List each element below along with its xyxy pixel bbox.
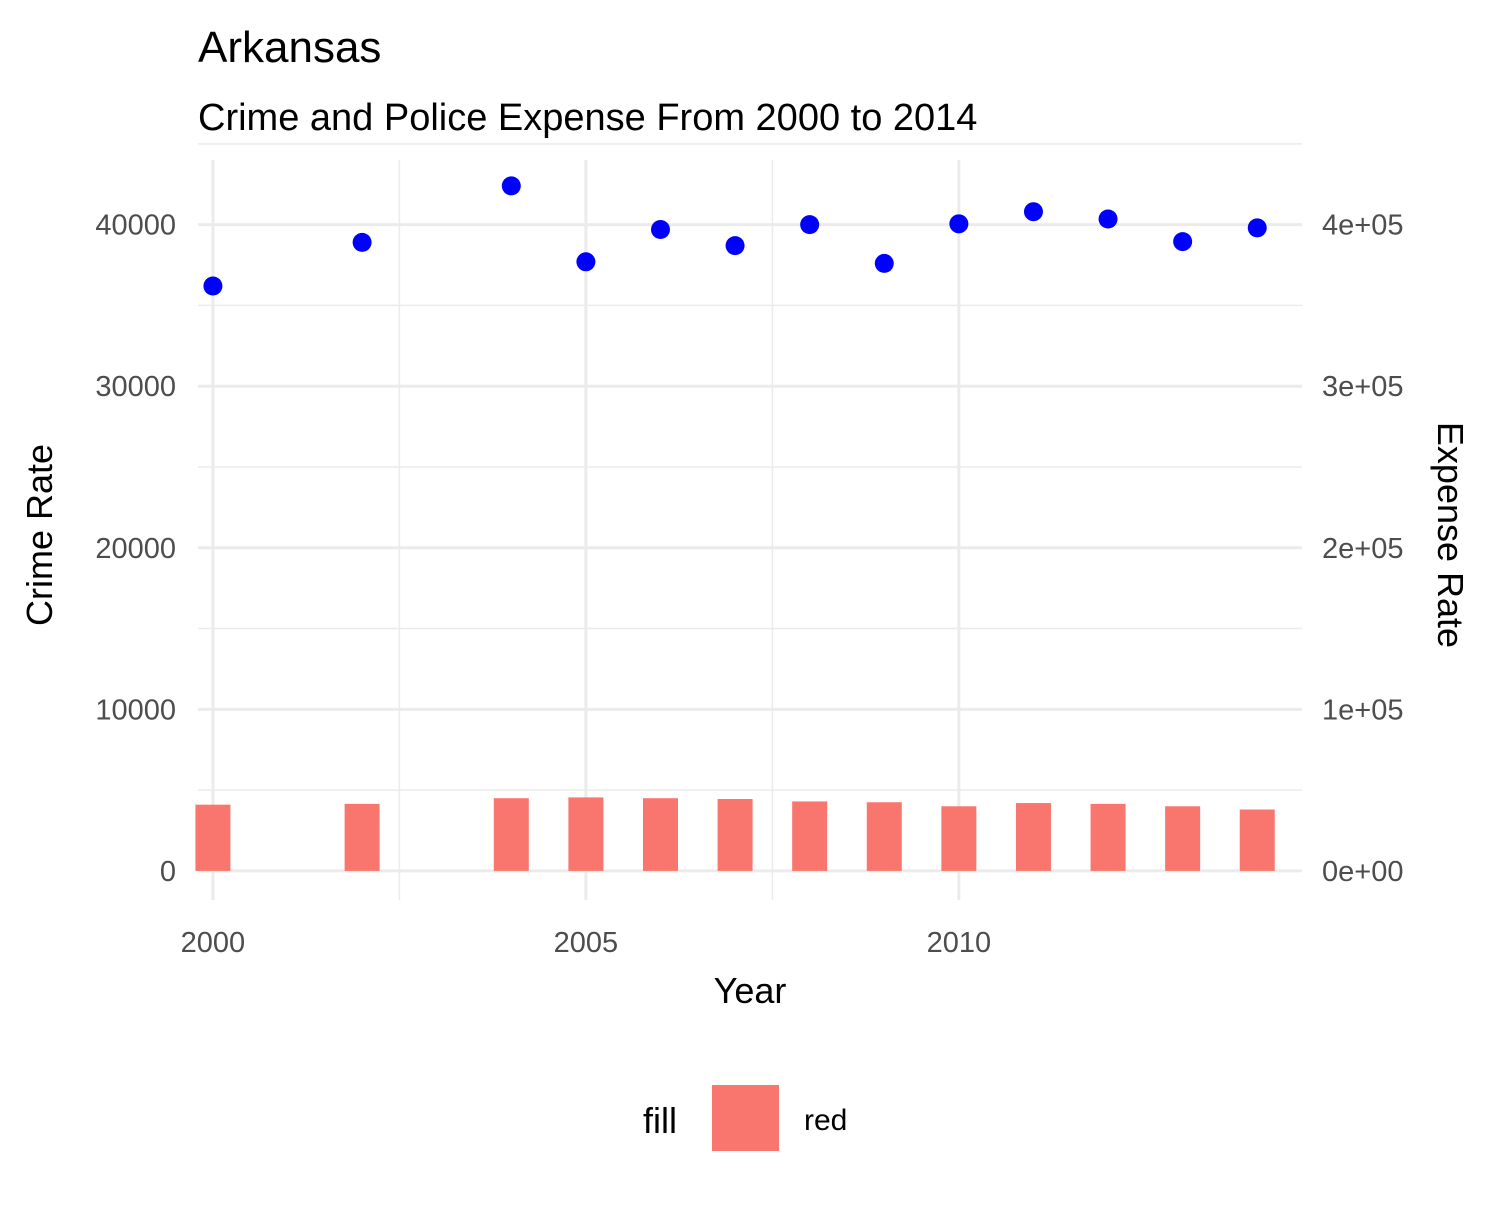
grid-lines: [198, 143, 1302, 900]
data-point: [650, 219, 670, 239]
data-point: [725, 236, 745, 256]
data-point: [576, 252, 596, 272]
y2-tick-label: 2e+05: [1322, 533, 1403, 565]
bar: [1165, 806, 1201, 871]
y-axis-title: Crime Rate: [19, 444, 60, 626]
chart-subtitle: Crime and Police Expense From 2000 to 20…: [198, 97, 977, 139]
bar: [1015, 803, 1051, 871]
y2-tick-label: 1e+05: [1322, 694, 1403, 726]
x-tick-label: 2000: [181, 927, 246, 959]
y-tick-label: 30000: [95, 371, 176, 403]
bar: [792, 801, 828, 871]
bar: [344, 803, 380, 871]
y2-tick-label: 3e+05: [1322, 371, 1403, 403]
bar: [866, 802, 902, 871]
y2-tick-label: 4e+05: [1322, 210, 1403, 242]
y-tick-label: 0: [160, 856, 176, 888]
bar: [568, 797, 604, 871]
y2-tick-label: 0e+00: [1322, 856, 1403, 888]
data-point: [1098, 209, 1118, 229]
bar: [1239, 809, 1275, 871]
data-point: [874, 253, 894, 273]
bar-series: [195, 797, 1275, 871]
y-tick-label: 40000: [95, 210, 176, 242]
y-tick-label: 10000: [95, 694, 176, 726]
legend-title: fill: [643, 1100, 677, 1141]
bar: [195, 804, 231, 871]
x-axis-ticks: 2000 2005 2010: [181, 927, 991, 959]
point-series: [203, 176, 1267, 296]
y-tick-label: 20000: [95, 533, 176, 565]
x-tick-label: 2010: [927, 927, 992, 959]
data-point: [203, 276, 223, 296]
legend-key-swatch: [712, 1085, 779, 1151]
y2-axis-title: Expense Rate: [1430, 422, 1471, 648]
bar: [717, 799, 753, 871]
data-point: [352, 232, 372, 252]
bar: [493, 798, 529, 871]
data-point: [949, 214, 969, 234]
legend-label: red: [804, 1104, 847, 1137]
chart-title: Arkansas: [198, 23, 381, 72]
data-point: [800, 215, 820, 235]
data-point: [1247, 218, 1267, 238]
y2-axis-ticks: 0e+00 1e+05 2e+05 3e+05 4e+05: [1322, 210, 1403, 888]
y-axis-ticks: 0 10000 20000 30000 40000: [95, 210, 176, 888]
legend: fill red: [643, 1085, 847, 1151]
bar: [941, 806, 977, 871]
data-point: [1173, 232, 1193, 252]
data-point: [1023, 202, 1043, 222]
data-point: [501, 176, 521, 196]
bar: [642, 798, 678, 871]
x-tick-label: 2005: [554, 927, 619, 959]
x-axis-title: Year: [714, 970, 787, 1011]
bar: [1090, 803, 1126, 871]
